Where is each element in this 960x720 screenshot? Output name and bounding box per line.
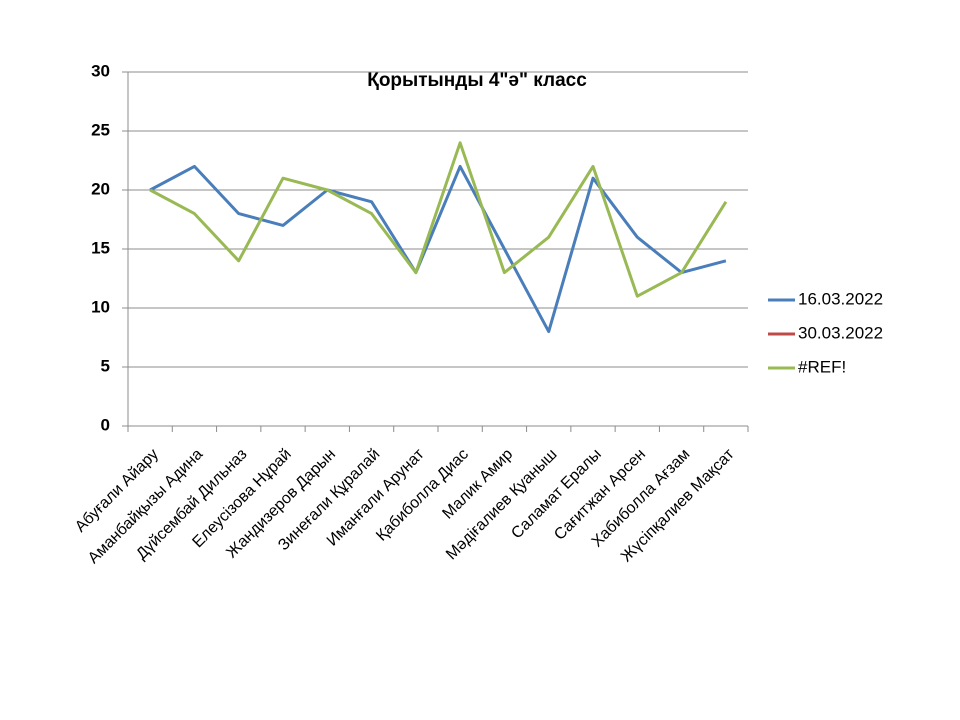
y-tick-label: 25 [91, 120, 110, 139]
y-tick-label: 10 [91, 297, 110, 316]
y-tick-label: 15 [91, 238, 110, 257]
legend-label: 16.03.2022 [798, 289, 883, 308]
y-tick-label: 30 [91, 61, 110, 80]
chart-title: Қорытынды 4"ә" класс [367, 70, 587, 91]
legend-label: 30.03.2022 [798, 323, 883, 342]
y-tick-label: 20 [91, 179, 110, 198]
series-line [149, 164, 727, 334]
legend-label: #REF! [798, 357, 846, 376]
series-line [149, 141, 728, 298]
y-tick-label: 0 [101, 415, 110, 434]
y-tick-label: 5 [101, 356, 110, 375]
